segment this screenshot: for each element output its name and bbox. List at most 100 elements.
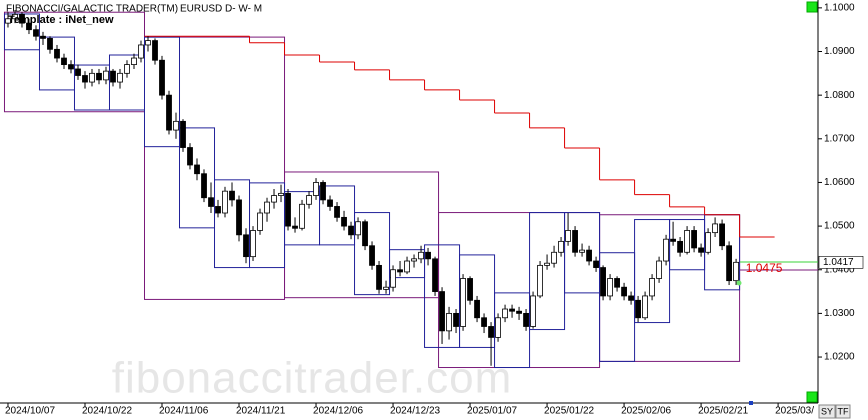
candle-body [684, 230, 690, 253]
x-tick-label: 2024/11/21 [236, 406, 286, 417]
candle-body [467, 278, 473, 301]
watermark: fibonaccitrader.com [112, 354, 513, 403]
button[interactable] [818, 404, 836, 419]
last-price-label: 1.0417 [823, 257, 854, 268]
candle-body [243, 234, 249, 258]
candle-body [600, 267, 606, 297]
candle-body [705, 232, 711, 253]
candle-body [250, 230, 256, 258]
button[interactable] [835, 404, 851, 419]
symbol: EURUSD D- W- M [180, 4, 262, 15]
candle-body [341, 216, 347, 227]
candle-body [124, 64, 130, 74]
candle-body [152, 40, 158, 61]
candle-body [495, 317, 501, 338]
candle-body [404, 260, 410, 273]
candle-body [96, 72, 102, 81]
resistance-label: 1.0475 [746, 261, 783, 275]
candle-body [145, 40, 151, 46]
y-tick-label: 1.0200 [824, 352, 855, 363]
candle-body [362, 221, 368, 247]
candle-body [75, 68, 81, 76]
x-tick-label: 2024/10/22 [82, 406, 132, 417]
x-tick-label: 2025/01/07 [467, 406, 517, 417]
candle-body [691, 230, 697, 249]
subtitle: Template : iNet_new [8, 14, 114, 26]
candle-body [509, 308, 515, 312]
candle-body [579, 249, 585, 253]
candle-body [558, 240, 564, 253]
candle-body [719, 223, 725, 247]
x-tick-label: 2024/12/06 [313, 406, 363, 417]
candle-body [222, 190, 228, 214]
candle-body [40, 35, 46, 39]
candle-body [236, 199, 242, 236]
y-tick-label: 1.0700 [824, 133, 855, 144]
x-tick-label: 2025/02/06 [621, 406, 671, 417]
candle-body [460, 278, 466, 327]
candle-body [103, 70, 109, 81]
candle-body [712, 223, 718, 234]
candle-body [68, 64, 74, 70]
y-tick-label: 1.0900 [824, 46, 855, 57]
chart-title: FIBONACCI/GALACTIC TRADER(TM) [6, 4, 178, 15]
candle-body [411, 258, 417, 262]
candle-body [537, 264, 543, 297]
candle-body [271, 195, 277, 203]
candle-body [313, 182, 319, 196]
candle-body [327, 199, 333, 207]
candle-body [572, 230, 578, 253]
candle-body [565, 230, 571, 242]
candle-body [607, 278, 613, 297]
candle-body [502, 308, 508, 319]
marker [749, 401, 753, 405]
candle-body [649, 278, 655, 297]
x-tick-label: 2024/12/23 [390, 406, 440, 417]
candle-body [131, 57, 137, 65]
y-tick-label: 1.0600 [824, 177, 855, 188]
candle-body [334, 206, 340, 218]
candle-body [474, 299, 480, 319]
monthly-box [144, 36, 286, 300]
y-tick-label: 1.0800 [824, 90, 855, 101]
candle-body [180, 120, 186, 148]
candle-body [33, 29, 39, 37]
candle-body [383, 286, 389, 290]
candle-body [642, 295, 648, 319]
weekly-box [144, 36, 181, 148]
candle-body [390, 269, 396, 288]
candle-body [194, 164, 200, 175]
candle-body [110, 70, 116, 83]
candle-body [733, 261, 739, 282]
candle-body [670, 238, 676, 242]
candle-body [446, 312, 452, 332]
weekly-box [179, 127, 216, 229]
candle-body [523, 312, 529, 327]
candle-body [257, 212, 263, 231]
candle-body [726, 245, 732, 282]
weekly-box [38, 36, 75, 91]
y-tick-label: 1.0300 [824, 308, 855, 319]
candle-body [82, 75, 88, 83]
candle-body [117, 72, 123, 83]
candle-body [698, 247, 704, 253]
candle-body [551, 251, 557, 264]
candle-body [677, 240, 683, 253]
candle-body [89, 72, 95, 83]
candle-body [586, 249, 592, 262]
candle-body [614, 278, 620, 288]
candle-body [418, 251, 424, 260]
button-label[interactable]: TF [838, 406, 849, 416]
x-tick-label: 2024/10/07 [5, 406, 55, 417]
button-label[interactable]: SY [821, 406, 833, 416]
candle-body [54, 48, 60, 59]
weekly-box [494, 292, 531, 369]
candle-body [425, 251, 431, 260]
candle-body [187, 147, 193, 166]
marker [806, 1, 818, 13]
y-tick-label: 1.0500 [824, 221, 855, 232]
candle-body [628, 295, 634, 301]
candle-body [138, 44, 144, 59]
candle-body [355, 221, 361, 236]
